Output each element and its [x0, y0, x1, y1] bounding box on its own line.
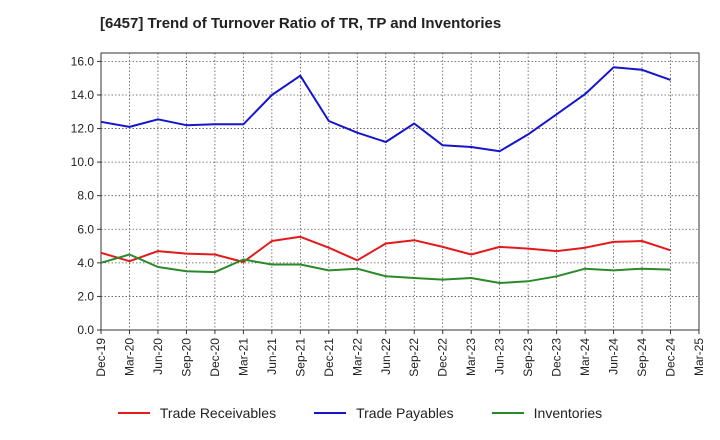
chart-legend: Trade Receivables Trade Payables Invento… [0, 405, 720, 421]
legend-label-trade-receivables: Trade Receivables [159, 405, 277, 421]
y-tick-label: 12.0 [71, 122, 95, 136]
x-tick-label: Sep-24 [635, 338, 649, 377]
y-tick-label: 6.0 [77, 222, 94, 236]
x-tick-label: Sep-21 [293, 338, 307, 377]
legend-label-trade-payables: Trade Payables [356, 405, 454, 421]
x-tick-label: Dec-19 [94, 338, 108, 377]
x-tick-label: Dec-21 [322, 338, 336, 377]
x-tick-label: Jun-20 [151, 338, 165, 375]
x-tick-label: Sep-23 [521, 338, 535, 377]
y-tick-label: 0.0 [77, 323, 94, 337]
series-line-inventories [100, 253, 671, 284]
x-tick-label: Mar-22 [350, 338, 364, 376]
legend-swatch-inventories [491, 412, 524, 414]
legend-item-trade-payables: Trade Payables [314, 405, 454, 421]
x-tick-label: Mar-23 [464, 338, 478, 376]
x-tick-label: Dec-24 [664, 338, 678, 377]
x-tick-label: Dec-20 [208, 338, 222, 377]
y-tick-label: 2.0 [77, 289, 94, 303]
legend-swatch-trade-receivables [117, 412, 150, 414]
x-tick-label: Mar-24 [578, 338, 592, 376]
chart-title: [6457] Trend of Turnover Ratio of TR, TP… [100, 15, 502, 32]
x-tick-label: Mar-21 [236, 338, 250, 376]
x-tick-label: Jun-21 [265, 338, 279, 375]
x-tick-label: Mar-20 [122, 338, 136, 376]
y-tick-label: 16.0 [71, 54, 95, 68]
x-tick-label: Dec-23 [550, 338, 564, 377]
series-line-trade-payables [100, 66, 671, 153]
y-tick-label: 14.0 [71, 88, 95, 102]
legend-item-inventories: Inventories [491, 405, 603, 421]
plot-area-frame [100, 52, 700, 331]
x-tick-label: Jun-22 [379, 338, 393, 375]
x-tick-label: Jun-24 [607, 338, 621, 375]
y-tick-label: 10.0 [71, 155, 95, 169]
x-tick-label: Sep-20 [179, 338, 193, 377]
legend-label-inventories: Inventories [533, 405, 603, 421]
x-tick-label: Sep-22 [407, 338, 421, 377]
series-line-trade-receivables [100, 235, 671, 263]
y-tick-label: 4.0 [77, 256, 94, 270]
x-tick-label: Dec-22 [436, 338, 450, 377]
x-tick-label: Mar-25 [692, 338, 706, 376]
y-tick-label: 8.0 [77, 189, 94, 203]
legend-item-trade-receivables: Trade Receivables [117, 405, 277, 421]
legend-swatch-trade-payables [314, 412, 347, 414]
x-tick-label: Jun-23 [493, 338, 507, 375]
